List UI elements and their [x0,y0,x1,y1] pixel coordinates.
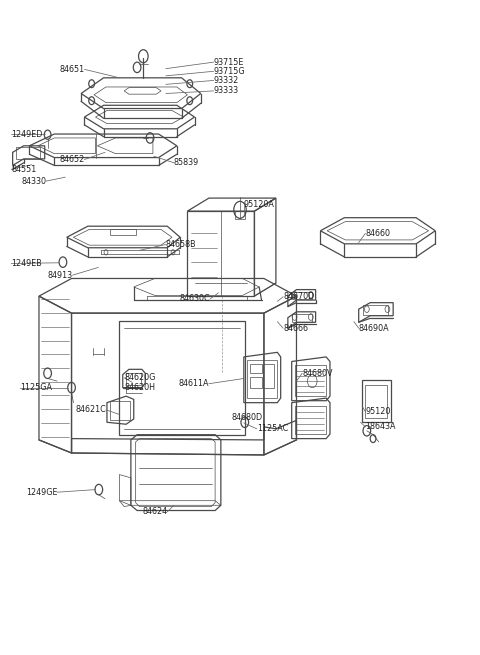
Bar [16,147,40,159]
Text: 93333: 93333 [214,86,239,96]
Text: 1249EB: 1249EB [11,259,42,268]
Bar [235,211,245,219]
Bar [263,364,274,388]
Bar [110,229,136,235]
Text: 84551: 84551 [11,165,36,174]
Text: 85839: 85839 [174,159,199,167]
Text: 1249ED: 1249ED [11,130,43,138]
Text: 84658B: 84658B [166,240,196,249]
Bar [292,314,312,322]
Text: 84652: 84652 [59,155,84,164]
Text: 18643A: 18643A [365,422,396,432]
Bar [250,364,262,373]
Bar [365,385,387,418]
Text: 84620H: 84620H [124,383,155,392]
Text: 95120: 95120 [365,407,391,417]
Text: 84620G: 84620G [124,373,156,383]
Text: 84913: 84913 [48,271,72,280]
Text: 84624: 84624 [142,508,167,516]
Bar [126,373,142,385]
Text: 84630C: 84630C [180,294,210,303]
Text: 84651: 84651 [60,65,84,74]
Bar [250,377,262,388]
Text: 84660: 84660 [365,229,390,238]
Text: 84621C: 84621C [75,405,106,415]
Text: 84690A: 84690A [359,324,389,333]
Text: 1125AC: 1125AC [257,424,288,434]
Text: 93715G: 93715G [214,67,245,76]
Bar [110,401,130,421]
Text: 84330: 84330 [21,177,46,185]
Text: 93715E: 93715E [214,58,244,67]
Text: 93332: 93332 [214,76,239,85]
Text: 84680V: 84680V [302,369,333,378]
Text: 95120A: 95120A [244,200,275,209]
Text: 1125GA: 1125GA [20,383,52,392]
Text: 84680D: 84680D [232,413,263,422]
Bar [363,305,388,315]
Bar [292,291,312,299]
Text: 84670D: 84670D [283,292,314,301]
Text: 1249GE: 1249GE [25,488,57,496]
Text: 84666: 84666 [283,324,308,333]
Text: 84611A: 84611A [179,379,209,388]
Bar [362,380,391,422]
